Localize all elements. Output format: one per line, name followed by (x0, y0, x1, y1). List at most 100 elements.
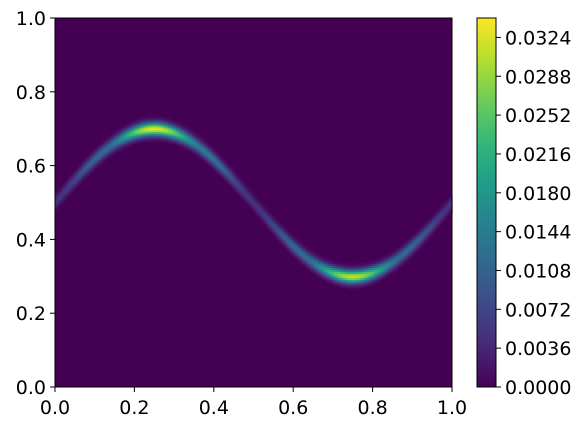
heatmap-cell (189, 129, 193, 133)
heatmap-cell (106, 143, 110, 147)
heatmap-cell (410, 243, 413, 246)
heatmap-cell (368, 279, 372, 282)
heatmap-cell (440, 217, 443, 221)
heatmap-cell (108, 153, 112, 157)
heatmap-cell (122, 137, 126, 141)
heatmap-cell (72, 185, 76, 189)
heatmap-cell (172, 131, 175, 135)
heatmap-cell (134, 137, 137, 141)
heatmap-cell (84, 163, 88, 167)
heatmap-cell (430, 233, 433, 237)
heatmap-cell (253, 197, 257, 201)
heatmap-cell (114, 133, 118, 137)
heatmap-cell (176, 139, 179, 143)
heatmap-cell (281, 239, 284, 242)
heatmap-cell (158, 115, 161, 119)
heatmap-cell (301, 243, 304, 246)
heatmap-cell (68, 191, 72, 195)
heatmap-cell (406, 239, 409, 242)
heatmap-cell (84, 159, 88, 163)
heatmap-cell (360, 265, 364, 268)
heatmap-cell (56, 189, 60, 193)
heatmap-cell (279, 231, 282, 235)
heatmap-cell (60, 199, 64, 203)
heatmap-cell (144, 125, 147, 129)
heatmap-cell (90, 163, 94, 167)
heatmap-cell (221, 157, 225, 161)
heatmap-cell (56, 195, 60, 199)
heatmap-cell (315, 273, 318, 276)
heatmap-cell (432, 225, 435, 229)
heatmap-cell (205, 155, 209, 159)
heatmap-cell (426, 239, 429, 242)
heatmap-cell (136, 133, 139, 137)
heatmap-cell (259, 207, 263, 211)
heatmap-cell (55, 193, 58, 197)
heatmap-cell (376, 265, 380, 268)
heatmap-cell (360, 277, 364, 280)
heatmap-cell (158, 127, 161, 131)
heatmap-cell (281, 225, 284, 229)
heatmap-cell (231, 175, 235, 179)
heatmap-cell (138, 135, 141, 139)
heatmap-cell (342, 267, 346, 270)
heatmap-cell (324, 259, 328, 262)
heatmap-cell (394, 253, 398, 256)
heatmap-cell (356, 263, 360, 266)
heatmap-cell (110, 151, 114, 155)
heatmap-cell (450, 205, 453, 209)
heatmap-cell (174, 129, 177, 133)
heatmap-cell (235, 177, 239, 181)
heatmap-cell (160, 125, 163, 129)
heatmap-cell (344, 273, 348, 276)
heatmap-cell (446, 201, 449, 205)
heatmap-cell (348, 283, 352, 286)
heatmap-cell (398, 259, 401, 262)
heatmap-cell (291, 235, 294, 238)
heatmap-cell (420, 239, 423, 242)
heatmap-cell (384, 265, 388, 268)
heatmap-cell (146, 131, 149, 135)
heatmap-cell (213, 153, 217, 157)
heatmap-cell (114, 143, 118, 147)
heatmap-cell (283, 237, 286, 240)
heatmap-cell (82, 163, 86, 167)
heatmap-cell (166, 121, 169, 125)
heatmap-cell (76, 183, 80, 187)
heatmap-cell (207, 149, 211, 153)
heatmap-cell (273, 229, 276, 233)
heatmap-cell (219, 161, 223, 165)
heatmap-cell (82, 161, 86, 165)
heatmap-cell (162, 127, 165, 131)
heatmap-cell (207, 155, 211, 159)
heatmap-cell (360, 279, 364, 282)
heatmap-cell (295, 237, 298, 240)
heatmap-cell (356, 271, 360, 274)
heatmap-cell (92, 167, 96, 171)
heatmap-cell (392, 255, 396, 258)
heatmap-cell (344, 277, 348, 280)
heatmap-cell (148, 137, 151, 141)
heatmap-cell (326, 261, 330, 264)
heatmap-cell (241, 189, 245, 193)
heatmap-cell (237, 175, 241, 179)
heatmap-cell (172, 125, 175, 129)
heatmap-cell (328, 269, 332, 272)
heatmap-cell (58, 199, 62, 203)
heatmap-cell (197, 151, 201, 155)
heatmap-cell (227, 171, 231, 175)
heatmap-cell (350, 263, 354, 266)
heatmap-cell (64, 197, 68, 201)
heatmap-cell (293, 239, 296, 242)
heatmap-cell (219, 173, 223, 177)
heatmap-cell (410, 235, 413, 238)
heatmap-cell (223, 175, 227, 179)
heatmap-cell (203, 141, 207, 145)
heatmap-cell (320, 261, 324, 264)
heatmap-cell (207, 153, 211, 157)
heatmap-cell (350, 273, 354, 276)
heatmap-cell (124, 127, 128, 131)
heatmap-cell (289, 241, 292, 244)
heatmap-cell (186, 141, 189, 145)
heatmap-cell (263, 219, 267, 223)
